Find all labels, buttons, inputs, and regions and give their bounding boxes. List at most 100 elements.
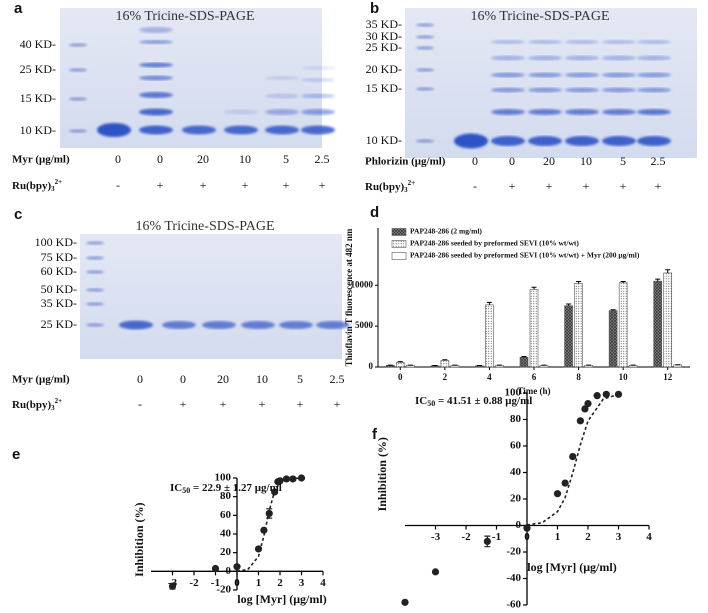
gel-band bbox=[528, 87, 562, 93]
size-marker: 25 KD- bbox=[20, 62, 56, 76]
row-value: + bbox=[319, 178, 326, 192]
gel-band bbox=[637, 109, 671, 115]
error-bar bbox=[610, 309, 616, 311]
size-marker: 100 KD- bbox=[35, 235, 77, 249]
data-point bbox=[289, 475, 297, 483]
gel-band bbox=[119, 320, 153, 330]
gel-band bbox=[182, 125, 216, 135]
gel-band bbox=[602, 109, 636, 115]
row-value: + bbox=[620, 179, 627, 193]
row-value: 0 bbox=[472, 154, 478, 168]
gel-band bbox=[565, 109, 599, 115]
gel-band bbox=[69, 68, 87, 72]
gel-band bbox=[602, 87, 636, 93]
gel-band bbox=[565, 87, 599, 93]
row-value: + bbox=[283, 178, 290, 192]
x-tick-label: 1 bbox=[555, 531, 561, 543]
row-label: Ru(bpy)32+ bbox=[12, 178, 62, 193]
row-value: + bbox=[242, 178, 249, 192]
size-marker: 25 KD- bbox=[366, 40, 402, 54]
row-value: + bbox=[259, 397, 266, 411]
size-marker: 10 KD- bbox=[366, 133, 402, 147]
panel-letter: e bbox=[12, 446, 20, 463]
x-tick-label: -1 bbox=[492, 531, 501, 543]
gel-title: 16% Tricine-SDS-PAGE bbox=[135, 219, 274, 234]
gel-band bbox=[69, 43, 87, 47]
data-point bbox=[431, 568, 440, 576]
y-tick-label: 100 bbox=[505, 387, 522, 399]
size-marker: 30 KD- bbox=[366, 29, 402, 43]
size-marker: 60 KD- bbox=[41, 264, 77, 278]
x-tick-label: 0 bbox=[234, 577, 240, 589]
data-point bbox=[282, 475, 291, 483]
x-tick-label: 2 bbox=[277, 577, 283, 589]
gel-title: 16% Tricine-SDS-PAGE bbox=[115, 9, 254, 24]
gel-band bbox=[139, 62, 173, 68]
legend-label: PAP248-286 seeded by preformed SEVI (10%… bbox=[410, 239, 579, 248]
bar bbox=[574, 283, 583, 368]
gel-band bbox=[602, 72, 636, 78]
gel-band bbox=[416, 35, 434, 39]
gel-band bbox=[416, 46, 434, 50]
gel-band bbox=[265, 109, 299, 115]
y-tick-label: 40 bbox=[220, 528, 232, 540]
gel-band bbox=[301, 109, 335, 115]
row-value: + bbox=[180, 397, 187, 411]
data-point bbox=[211, 564, 220, 573]
ic50-annotation: IC50 = 22.9 ± 1.27 μg/ml bbox=[170, 482, 282, 495]
row-value: 10 bbox=[256, 372, 268, 386]
row-value: + bbox=[200, 178, 207, 192]
row-label: Ru(bpy)32+ bbox=[365, 179, 415, 194]
row-value: - bbox=[138, 397, 142, 411]
gel-band bbox=[565, 72, 599, 78]
panel-letter: d bbox=[370, 204, 379, 221]
y-tick-label: -20 bbox=[216, 584, 231, 596]
error-bar bbox=[486, 301, 492, 305]
row-value: 0 bbox=[509, 154, 515, 168]
x-tick-label: 0 bbox=[398, 372, 403, 382]
gel-band bbox=[454, 133, 488, 149]
x-tick-label: 8 bbox=[576, 372, 581, 382]
gel-band bbox=[316, 321, 350, 329]
error-bar bbox=[442, 359, 448, 361]
row-value: 2.5 bbox=[330, 372, 345, 386]
data-point bbox=[581, 405, 589, 413]
gel-band bbox=[86, 323, 104, 327]
gel-band bbox=[265, 93, 299, 99]
y-axis-label: Inhibition (%) bbox=[375, 437, 389, 511]
x-tick-label: 10 bbox=[619, 372, 629, 382]
error-bar bbox=[665, 269, 671, 273]
data-point bbox=[233, 563, 241, 571]
y-tick-label: 40 bbox=[510, 466, 522, 478]
gel-band bbox=[565, 55, 599, 61]
gel-band bbox=[301, 66, 335, 70]
x-tick-label: 0 bbox=[524, 531, 530, 543]
row-value: 10 bbox=[239, 152, 251, 166]
error-bar bbox=[620, 281, 626, 283]
row-value: 20 bbox=[197, 152, 209, 166]
gel-band bbox=[416, 87, 434, 91]
row-value: 2.5 bbox=[315, 152, 330, 166]
data-point bbox=[168, 582, 177, 590]
gel-band bbox=[491, 136, 525, 146]
bar bbox=[440, 360, 450, 368]
gel-band bbox=[86, 241, 104, 245]
y-tick-label: -40 bbox=[506, 572, 521, 584]
gel-band bbox=[301, 93, 335, 99]
gel-band bbox=[637, 55, 671, 61]
x-tick-label: -2 bbox=[189, 577, 199, 589]
row-value: 0 bbox=[157, 152, 163, 166]
y-tick-label: -20 bbox=[506, 546, 521, 558]
row-label-text: Ru(bpy) bbox=[365, 181, 404, 193]
data-point bbox=[561, 479, 569, 487]
gel-band bbox=[602, 40, 636, 44]
size-marker: 75 KD- bbox=[41, 250, 77, 264]
gel-band bbox=[301, 125, 335, 135]
gel-band bbox=[279, 321, 313, 329]
size-marker: 10 KD- bbox=[20, 123, 56, 137]
gel-band bbox=[86, 302, 104, 306]
bar bbox=[395, 362, 405, 368]
x-tick-label: 1 bbox=[256, 577, 262, 589]
row-value: 2.5 bbox=[651, 154, 666, 168]
bar bbox=[564, 305, 573, 368]
